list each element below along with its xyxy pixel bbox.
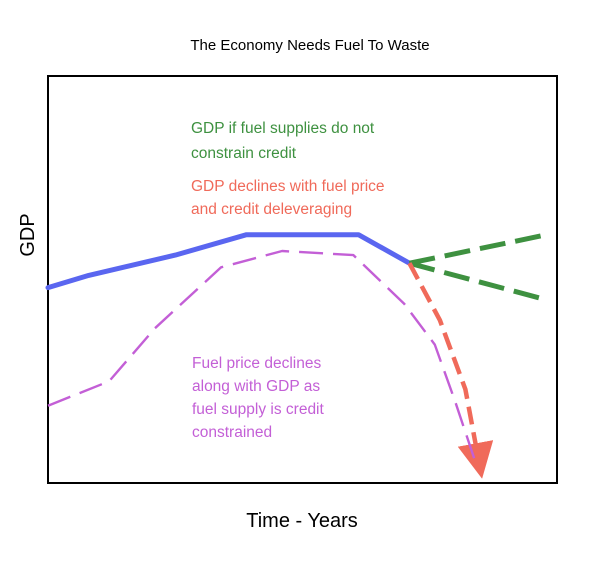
annotation-green-note-line-2: constrain credit <box>191 145 297 162</box>
annotation-red-note: GDP declines with fuel price and credit d… <box>191 178 385 218</box>
series-fuel-price <box>47 249 477 463</box>
series-gdp-decline <box>407 262 494 479</box>
annotation-purple-note: Fuel price declines along with GDP as fuel… <box>192 355 325 441</box>
plot-frame <box>47 75 558 484</box>
annotation-red-note-line-2: and credit deleveraging <box>191 201 352 218</box>
annotation-purple-note-line-3: fuel supply is credit <box>192 401 325 418</box>
x-axis-label: Time - Years <box>246 510 358 532</box>
series-gdp-history <box>45 232 412 291</box>
series-gdp-unconstrained-down <box>408 260 548 303</box>
y-axis-label: GDP <box>17 213 39 256</box>
annotation-green-note: GDP if fuel supplies do not constrain cre… <box>191 120 375 162</box>
annotation-purple-note-line-4: constrained <box>192 424 272 441</box>
annotation-purple-note-line-1: Fuel price declines <box>192 355 321 372</box>
annotation-green-note-line-1: GDP if fuel supplies do not <box>191 120 375 137</box>
chart-title: The Economy Needs Fuel To Waste <box>190 37 429 54</box>
chart-series-layer <box>45 232 548 479</box>
annotation-red-note-line-1: GDP declines with fuel price <box>191 178 385 195</box>
series-gdp-unconstrained-up <box>408 232 548 266</box>
annotation-purple-note-line-2: along with GDP as <box>192 378 320 395</box>
chart-annotations: GDP if fuel supplies do not constrain cre… <box>191 120 385 441</box>
